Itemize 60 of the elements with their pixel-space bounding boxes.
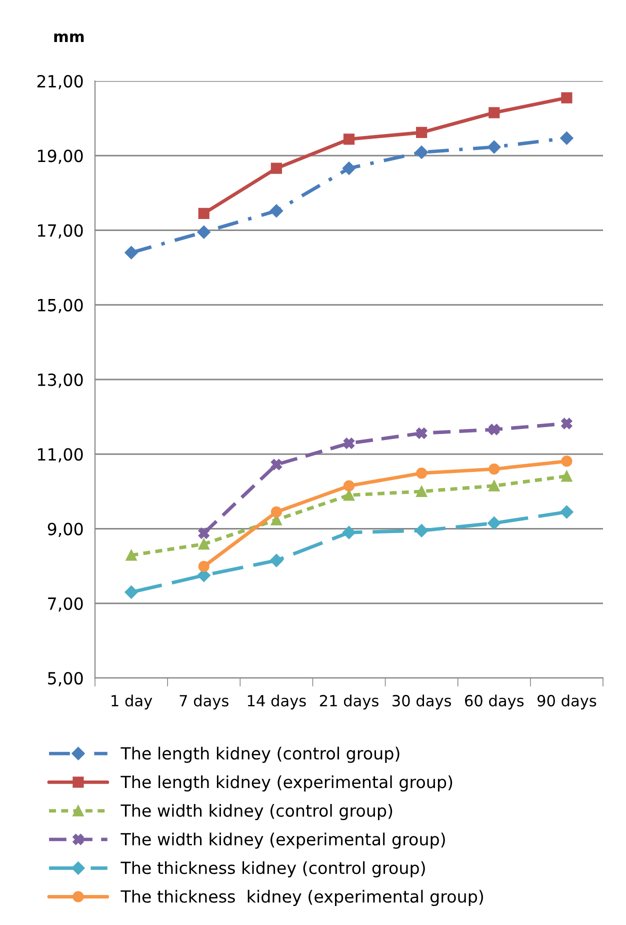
legend-label: The thickness kidney (control group)	[120, 861, 425, 878]
y-tick-label: 5,00	[48, 672, 83, 686]
point	[198, 528, 210, 539]
point	[488, 107, 500, 118]
x-tick-label: 30 days	[392, 694, 452, 710]
point	[561, 456, 572, 467]
x-tick-label: 90 days	[537, 694, 596, 710]
point	[198, 538, 210, 550]
point	[343, 480, 355, 492]
y-tick-label: 15,00	[38, 298, 83, 314]
point	[561, 470, 572, 482]
legend-label: The width kidney (control group)	[120, 804, 392, 820]
y-tick-label: 17,00	[38, 224, 83, 239]
y-tick-label: 7,00	[48, 597, 83, 612]
x-tick-label: 60 days	[465, 694, 524, 710]
point	[416, 486, 428, 497]
point	[270, 554, 284, 568]
point	[560, 505, 574, 519]
x-tick-label: 21 days	[320, 694, 378, 710]
point	[270, 506, 282, 518]
point	[416, 428, 428, 439]
legend-label: The length kidney (control group)	[120, 746, 400, 763]
point	[488, 463, 500, 475]
point	[561, 418, 572, 430]
y-tick-label: 9,00	[48, 522, 83, 538]
point	[488, 424, 500, 436]
y-tick-label: 11,00	[38, 448, 83, 462]
point	[488, 140, 501, 154]
point	[342, 162, 356, 175]
x-tick-label: 7 days	[180, 694, 228, 710]
point	[124, 586, 138, 599]
point	[416, 126, 428, 138]
legend-label: The thickness kidney (experimental group)	[120, 890, 484, 906]
point	[198, 560, 210, 572]
point	[197, 226, 210, 239]
legend-label: The length kidney (experimental group)	[120, 775, 452, 792]
point	[488, 516, 501, 530]
point	[124, 246, 138, 260]
point	[343, 438, 355, 449]
point	[198, 208, 210, 220]
y-tick-label: 13,00	[38, 373, 83, 388]
point	[270, 162, 282, 174]
point	[343, 490, 355, 501]
point	[416, 468, 428, 479]
legend-label: The width kidney (experimental group)	[120, 832, 445, 849]
point	[270, 459, 282, 470]
y-tick-label: 19,00	[38, 150, 83, 164]
point	[342, 526, 356, 540]
point	[561, 92, 572, 104]
point	[560, 132, 574, 145]
y-axis-title: mm	[54, 33, 84, 42]
x-tick-label: 14 days	[248, 694, 306, 710]
point	[488, 480, 500, 492]
y-tick-label: 21,00	[37, 74, 83, 90]
point	[343, 134, 355, 145]
point	[414, 146, 428, 159]
point	[270, 204, 284, 218]
point	[414, 524, 428, 538]
x-tick-label: 1 day	[112, 694, 152, 710]
point	[126, 550, 137, 561]
